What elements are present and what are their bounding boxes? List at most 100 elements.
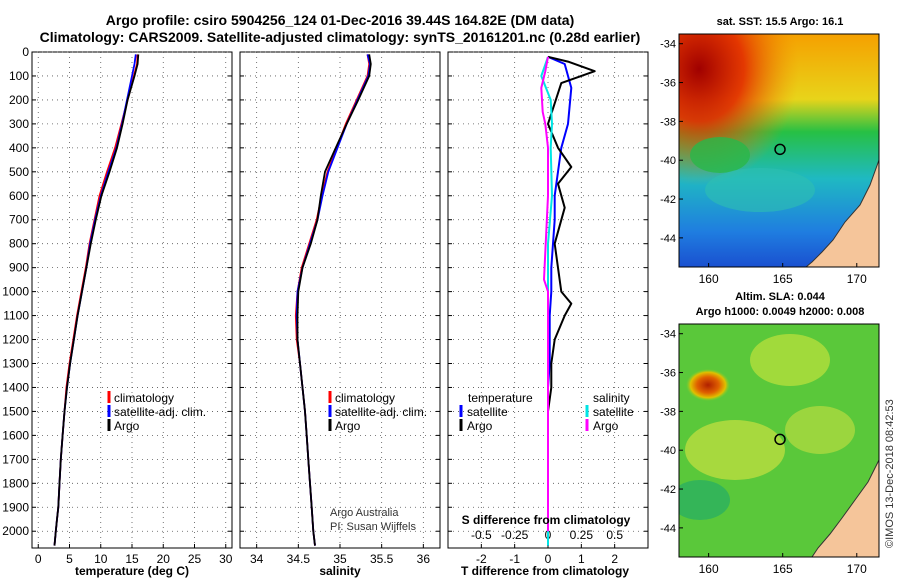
legend-label-argo: Argo [114,419,140,433]
map-lat-tick-label: -44 [660,523,676,535]
land-new-zealand [805,159,879,267]
grid-layer [32,51,648,548]
depth-tick-label: 800 [9,237,29,251]
x-tick-label: 36 [417,552,431,566]
series-line-argo [53,54,140,546]
sla-argo-location-marker [774,433,786,446]
legend-label-s-satellite: satellite [593,405,634,419]
sla-patch [785,406,855,454]
map-lat-tick-label: -36 [660,368,676,380]
series-line-climatology [53,54,139,546]
x-tick-label: 0 [35,552,42,566]
x-tick-label: 34.5 [287,552,311,566]
s-difference-xlabel: S difference from climatology [462,513,631,527]
sst-patch [690,137,750,173]
map-lat-tick-label: -42 [660,484,676,496]
figure-title-line2: Climatology: CARS2009. Satellite-adjuste… [40,29,641,45]
map-lat-tick-label: -40 [660,155,676,167]
series-line-s-argo [540,56,549,532]
temperature-legend: climatology satellite-adj. clim. Argo [107,391,206,433]
sst-argo-location-marker [774,143,786,156]
map-lat-tick-label: -42 [660,194,676,206]
imos-timestamp: ©IMOS 13-Dec-2018 08:42:53 [884,399,896,548]
map-lat-tick-label: -38 [660,406,676,418]
sla-patch [679,480,730,520]
legend-title-temperature: temperature [468,391,533,405]
difference-legend-salinity: salinity satellite Argo [585,391,634,433]
sla-patch [750,334,830,386]
depth-tick-label: 1400 [2,380,29,394]
legend-label-argo: Argo [335,419,361,433]
depth-tick-label: 700 [9,213,29,227]
depth-tick-label: 1200 [2,333,29,347]
x-tick-label: 15 [125,552,139,566]
x-tick-label: -1 [509,552,520,566]
depth-tick-label: 1500 [2,404,29,418]
x-tick-label: 35 [333,552,347,566]
salinity-xlabel: salinity [319,564,361,578]
series-line-satellite-adj-clim [53,54,137,546]
map-lat-tick-label: -34 [660,39,676,51]
depth-tick-label: 300 [9,117,29,131]
depth-tick-label: 900 [9,261,29,275]
x-tick-label: -2 [476,552,487,566]
s-difference-tick-label: -0.25 [501,528,529,542]
depth-tick-label: 600 [9,189,29,203]
series-line-t-argo [547,55,596,546]
x-tick-label: 30 [219,552,233,566]
map-lon-tick-label: 165 [773,272,793,286]
x-tick-label: 20 [157,552,171,566]
series-line-argo [296,54,372,546]
sla-map-frame [678,323,880,558]
sst-patch [705,168,815,212]
map-lat-tick-label: -44 [660,233,676,245]
sla-map [679,324,879,557]
sla-map-ticks: 160 165 170 -34 -36 -38 -40 -42 -44 [660,329,867,576]
depth-tick-label: 400 [9,141,29,155]
depth-ticks: 0 100 200 300 400 500 600 700 800 900 1000 1100 1200… [2,45,29,538]
x-tick-label: 2 [611,552,618,566]
depth-tick-label: 1800 [2,476,29,490]
series-line-satellite-adj-clim [295,54,371,546]
map-lon-tick-label: 160 [699,272,719,286]
sst-map [679,34,879,267]
depth-tick-label: 200 [9,93,29,107]
depth-tick-label: 1600 [2,428,29,442]
legend-label-climatology: climatology [114,391,174,405]
s-difference-tick-label: 0.25 [570,528,594,542]
map-lat-tick-label: -36 [660,78,676,90]
s-difference-tick-label: -0.5 [471,528,492,542]
x-tick-label: 10 [94,552,108,566]
sst-map-ticks: 160 165 170 -34 -36 -38 -40 -42 -44 [660,39,867,286]
legend-label-satellite-adj: satellite-adj. clim. [114,405,206,419]
x-tick-label: 34 [250,552,264,566]
legend-label-t-argo: Argo [467,419,493,433]
series-line-climatology [294,54,371,546]
depth-tick-label: 1300 [2,356,29,370]
map-lon-tick-label: 160 [699,562,719,576]
map-lat-tick-label: -40 [660,445,676,457]
depth-tick-label: 1900 [2,500,29,514]
legend-label-satellite-adj: satellite-adj. clim. [335,405,427,419]
x-tick-label: 5 [66,552,73,566]
depth-tick-label: 1100 [3,309,29,323]
credit-line2: PI: Susan Wijffels [330,521,416,533]
legend-label-climatology: climatology [335,391,395,405]
figure-title-line1: Argo profile: csiro 5904256_124 01-Dec-2… [106,12,574,28]
temperature-xlabel: temperature (deg C) [75,564,189,578]
credit-line1: Argo Australia [330,507,399,519]
map-lon-tick-label: 170 [847,562,867,576]
x-tick-label: 0 [545,552,552,566]
legend-label-s-argo: Argo [593,419,619,433]
s-difference-tick-label: 0.5 [606,528,623,542]
legend-label-t-satellite: satellite [467,405,508,419]
x-tick-label: 1 [578,552,585,566]
sla-map-title2: Argo h1000: 0.0049 h2000: 0.008 [696,306,865,318]
sst-map-frame [678,33,880,268]
sla-warm-eddy [686,369,730,401]
depth-tick-label: 100 [9,69,29,83]
legend-title-salinity: salinity [593,391,630,405]
salinity-panel-frame [239,51,441,549]
profile-lines [53,54,596,546]
